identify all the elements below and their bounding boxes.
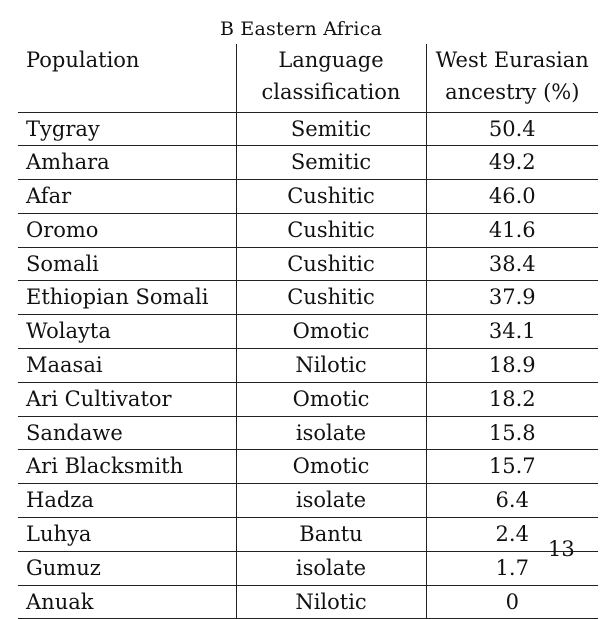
ancestry-cell: 34.1	[425, 314, 598, 349]
table-row: Amhara Semitic 49.2	[18, 145, 598, 180]
population-cell: Tygray	[26, 116, 100, 141]
header-ancestry: West Eurasian ancestry (%)	[425, 44, 598, 112]
ancestry-cell: 18.2	[425, 382, 598, 417]
language-cell: Omotic	[235, 314, 426, 349]
header-language-line1: Language	[278, 48, 384, 72]
ancestry-cell: 41.6	[425, 213, 598, 248]
population-cell: Maasai	[26, 353, 103, 378]
table-caption: B Eastern Africa	[220, 18, 382, 40]
table-row: Tygray Semitic 50.4	[18, 112, 598, 146]
ancestry-cell: 6.4	[425, 483, 598, 518]
population-cell: Wolayta	[26, 319, 111, 344]
table-row: Wolayta Omotic 34.1	[18, 314, 598, 349]
table-row: Oromo Cushitic 41.6	[18, 213, 598, 248]
table-row: Somali Cushitic 38.4	[18, 247, 598, 281]
language-cell: isolate	[235, 551, 426, 586]
ancestry-table: Population Language classification West …	[18, 44, 598, 619]
language-cell: Semitic	[235, 112, 426, 146]
header-ancestry-line1: West Eurasian	[435, 48, 589, 72]
population-cell: Luhya	[26, 522, 92, 547]
ancestry-cell: 0	[425, 585, 598, 619]
ancestry-cell: 15.8	[425, 416, 598, 450]
language-cell: Semitic	[235, 145, 426, 180]
population-cell: Ari Cultivator	[26, 386, 172, 411]
population-cell: Afar	[26, 184, 72, 209]
page-number: 13	[548, 537, 575, 561]
population-cell: Amhara	[26, 150, 110, 175]
table-body: Tygray Semitic 50.4 Amhara Semitic 49.2 …	[18, 112, 598, 619]
language-cell: Nilotic	[235, 348, 426, 383]
header-row: Population Language classification West …	[18, 44, 598, 112]
table-row: Sandawe isolate 15.8	[18, 416, 598, 450]
table-header: Population Language classification West …	[18, 44, 598, 112]
header-population: Population	[18, 44, 236, 112]
ancestry-cell: 38.4	[425, 247, 598, 281]
header-language: Language classification	[235, 44, 426, 112]
language-cell: Cushitic	[235, 247, 426, 281]
table-row: Luhya Bantu 2.4	[18, 517, 598, 552]
table-row: Anuak Nilotic 0	[18, 585, 598, 619]
population-cell: Ari Blacksmith	[26, 454, 184, 479]
ancestry-cell: 15.7	[425, 449, 598, 484]
ancestry-cell: 18.9	[425, 348, 598, 383]
header-population-label: Population	[26, 48, 140, 72]
population-cell: Hadza	[26, 488, 94, 513]
population-cell: Ethiopian Somali	[26, 285, 209, 310]
population-cell: Anuak	[26, 589, 94, 614]
language-cell: Omotic	[235, 382, 426, 417]
population-cell: Oromo	[26, 217, 99, 242]
table-row: Maasai Nilotic 18.9	[18, 348, 598, 383]
language-cell: isolate	[235, 416, 426, 450]
table-row: Ari Cultivator Omotic 18.2	[18, 382, 598, 417]
ancestry-cell: 2.4	[425, 517, 598, 552]
ancestry-cell: 1.7	[425, 551, 598, 586]
population-cell: Gumuz	[26, 555, 101, 580]
language-cell: Cushitic	[235, 179, 426, 214]
table-row: Ari Blacksmith Omotic 15.7	[18, 449, 598, 484]
population-cell: Sandawe	[26, 420, 123, 445]
population-cell: Somali	[26, 251, 99, 276]
language-cell: isolate	[235, 483, 426, 518]
table-row: Ethiopian Somali Cushitic 37.9	[18, 280, 598, 315]
header-language-line2: classification	[261, 80, 401, 104]
table-row: Afar Cushitic 46.0	[18, 179, 598, 214]
language-cell: Cushitic	[235, 213, 426, 248]
header-ancestry-line2: ancestry (%)	[445, 80, 580, 104]
ancestry-cell: 37.9	[425, 280, 598, 315]
ancestry-cell: 46.0	[425, 179, 598, 214]
ancestry-cell: 49.2	[425, 145, 598, 180]
table-row: Gumuz isolate 1.7	[18, 551, 598, 586]
language-cell: Bantu	[235, 517, 426, 552]
ancestry-cell: 50.4	[425, 112, 598, 146]
language-cell: Cushitic	[235, 280, 426, 315]
language-cell: Nilotic	[235, 585, 426, 619]
language-cell: Omotic	[235, 449, 426, 484]
table-row: Hadza isolate 6.4	[18, 483, 598, 518]
